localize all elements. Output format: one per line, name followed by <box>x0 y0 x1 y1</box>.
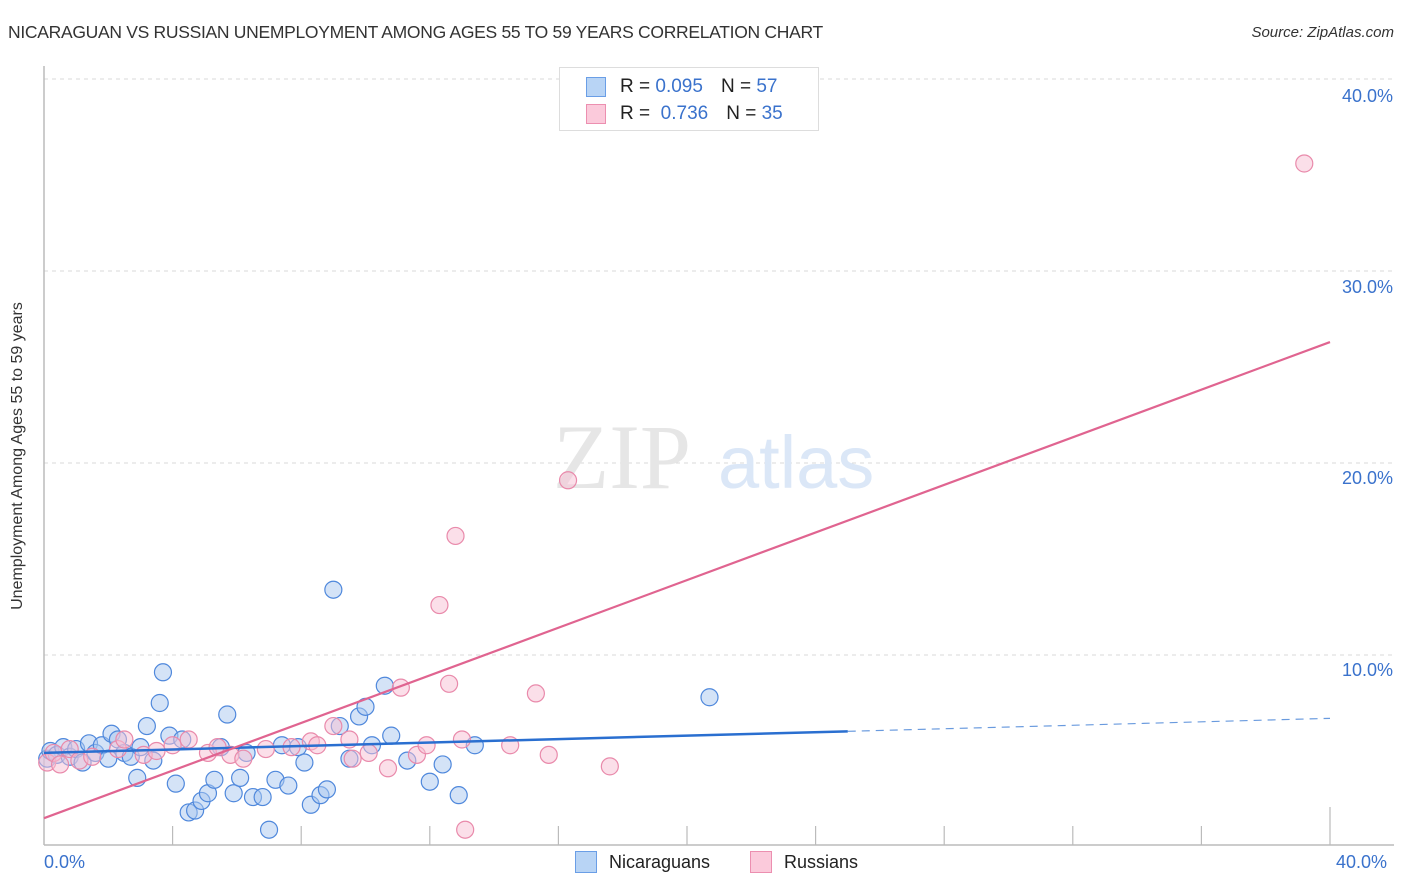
data-point <box>382 726 401 745</box>
data-point <box>456 820 475 839</box>
data-point <box>50 755 70 774</box>
chart-title: NICARAGUAN VS RUSSIAN UNEMPLOYMENT AMONG… <box>8 22 823 42</box>
series-legend: Nicaraguans Russians <box>0 851 1406 877</box>
stats-legend: R = 0.095 N = 57 R = 0.736 N = 35 <box>559 67 819 131</box>
legend-row-russians: R = 0.736 N = 35 <box>586 102 783 126</box>
data-point <box>526 684 545 703</box>
data-point <box>259 820 279 839</box>
data-point <box>224 784 243 803</box>
y-tick-20: 20.0% <box>1341 468 1393 488</box>
watermark-zip: ZIP <box>553 406 691 508</box>
data-point <box>324 716 343 736</box>
y-tick-40: 40.0% <box>1341 86 1393 106</box>
x-tick-min: 0.0% <box>44 852 86 872</box>
data-point <box>1295 154 1314 173</box>
x-tick-max: 40.0% <box>1336 852 1388 872</box>
r-value: 0.736 <box>660 103 709 124</box>
watermark-atlas: atlas <box>718 421 874 504</box>
data-point <box>449 786 468 805</box>
legend-swatch-pink <box>586 104 606 124</box>
watermark: ZIP atlas <box>553 406 874 508</box>
data-point <box>433 755 452 774</box>
legend-label: Russians <box>784 851 859 872</box>
data-point <box>359 743 378 763</box>
data-point <box>343 749 362 768</box>
axes <box>43 66 1394 846</box>
data-point <box>205 770 224 789</box>
legend-row-nicaraguans: R = 0.095 N = 57 <box>586 75 777 99</box>
n-value: 57 <box>756 76 778 97</box>
data-point <box>600 757 619 776</box>
legend-item-nicaraguans[interactable]: Nicaraguans <box>575 851 710 873</box>
data-point <box>420 772 439 791</box>
data-point <box>452 730 472 749</box>
russians-swatch <box>750 851 772 873</box>
russians-trend-line <box>43 341 1331 820</box>
data-point <box>439 674 459 693</box>
nicaraguans-trend-extension <box>847 717 1331 732</box>
trend-lines <box>43 341 1331 820</box>
y-tick-10: 10.0% <box>1341 660 1393 680</box>
data-point <box>378 759 398 778</box>
r-label: R = <box>620 103 651 124</box>
data-point <box>150 693 169 713</box>
data-point <box>115 730 134 749</box>
data-point <box>324 580 343 599</box>
data-point <box>137 716 156 736</box>
y-tick-30: 30.0% <box>1341 277 1393 297</box>
nicaraguans-points <box>38 580 719 839</box>
n-label: N = <box>726 103 757 124</box>
data-point <box>317 780 337 799</box>
data-point <box>163 736 182 755</box>
nicaraguans-swatch <box>575 851 597 873</box>
n-value: 35 <box>761 103 783 124</box>
r-value: 0.095 <box>655 76 703 97</box>
legend-swatch-blue <box>586 77 606 97</box>
data-point <box>253 787 272 807</box>
data-point <box>256 739 275 759</box>
data-point <box>295 753 314 772</box>
legend-label: Nicaraguans <box>609 851 711 872</box>
r-label: R = <box>620 76 651 97</box>
legend-item-russians[interactable]: Russians <box>750 851 858 873</box>
data-point <box>231 768 250 787</box>
data-point <box>279 776 298 795</box>
data-point <box>558 471 578 490</box>
data-point <box>700 688 719 707</box>
source-label: Source: ZipAtlas.com <box>1251 24 1394 41</box>
data-point <box>218 705 237 724</box>
data-point <box>446 526 465 546</box>
data-point <box>417 736 436 755</box>
n-label: N = <box>720 76 752 97</box>
data-point <box>430 595 449 615</box>
data-point <box>179 730 198 749</box>
nicaraguans-trend-line <box>43 730 848 755</box>
data-point <box>153 663 173 682</box>
data-point <box>166 774 185 793</box>
data-point <box>539 745 558 764</box>
data-point <box>234 749 253 768</box>
